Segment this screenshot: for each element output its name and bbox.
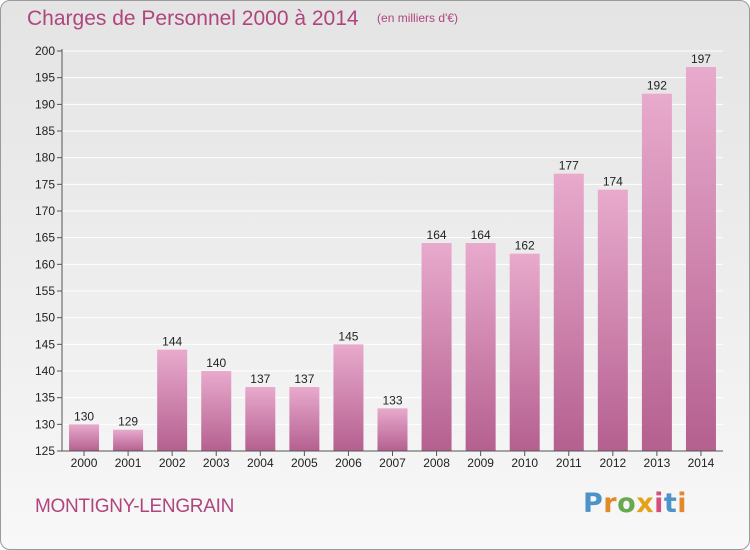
x-tick-label: 2011	[556, 456, 582, 470]
x-tick-label: 2012	[599, 456, 626, 470]
bar-value-label: 164	[427, 228, 447, 242]
bar	[201, 371, 232, 451]
x-tick-label: 2002	[159, 456, 186, 470]
x-tick-label: 2005	[291, 456, 318, 470]
logo-letter: r	[603, 488, 618, 519]
x-tick-label: 2009	[467, 456, 494, 470]
bar	[333, 344, 364, 451]
bar	[597, 189, 628, 451]
bar-value-label: 162	[515, 239, 535, 253]
bar-value-label: 137	[250, 372, 270, 386]
bar	[685, 67, 716, 451]
logo-letter: P	[583, 488, 604, 519]
y-tick-label: 165	[35, 231, 55, 245]
bar-value-label: 164	[471, 228, 491, 242]
y-tick-label: 155	[35, 284, 55, 298]
bar	[113, 429, 144, 451]
bar-value-label: 137	[294, 372, 314, 386]
y-tick-label: 185	[35, 124, 55, 138]
bar-value-label: 129	[118, 415, 138, 429]
bar-value-label: 140	[206, 356, 226, 370]
bar-value-label: 145	[338, 329, 358, 343]
bar-value-label: 130	[74, 409, 94, 423]
y-tick-label: 160	[35, 257, 55, 271]
y-tick-label: 150	[35, 311, 55, 325]
bar-value-label: 133	[382, 393, 402, 407]
y-tick-label: 140	[35, 364, 55, 378]
bar-value-label: 192	[647, 79, 667, 93]
y-tick-label: 180	[35, 151, 55, 165]
bar	[69, 424, 100, 451]
x-tick-label: 2001	[115, 456, 142, 470]
y-tick-label: 170	[35, 204, 55, 218]
logo-letter: i	[677, 488, 688, 519]
bar	[465, 243, 496, 451]
y-tick-label: 145	[35, 337, 55, 351]
logo-letter: i	[654, 488, 664, 519]
chart-title-block: Charges de Personnel 2000 à 2014 (en mil…	[27, 7, 458, 31]
chart-subtitle: (en milliers d'€)	[377, 11, 459, 25]
y-tick-label: 200	[35, 44, 55, 58]
bar	[421, 243, 452, 451]
y-tick-label: 135	[35, 391, 55, 405]
bar-value-label: 177	[559, 159, 579, 173]
bar	[641, 93, 672, 452]
x-tick-label: 2004	[247, 456, 274, 470]
bar	[157, 349, 188, 451]
bar-value-label: 174	[603, 175, 623, 189]
commune-name: MONTIGNY-LENGRAIN	[35, 496, 235, 517]
bar-value-label: 144	[162, 335, 182, 349]
bar-value-label: 197	[691, 52, 711, 66]
y-tick-label: 175	[35, 177, 55, 191]
x-tick-label: 2006	[335, 456, 362, 470]
x-tick-label: 2013	[644, 456, 671, 470]
x-tick-label: 2008	[423, 456, 450, 470]
bar	[509, 253, 540, 451]
bar	[553, 173, 584, 451]
y-tick-label: 125	[35, 444, 55, 458]
bar	[377, 408, 408, 451]
x-tick-label: 2014	[688, 456, 715, 470]
y-tick-label: 130	[35, 417, 55, 431]
chart-title: Charges de Personnel 2000 à 2014	[27, 7, 359, 30]
y-tick-label: 190	[35, 97, 55, 111]
proxiti-logo: Proxiti	[583, 488, 687, 519]
logo-letter: t	[663, 488, 678, 519]
logo-letter: o	[617, 488, 637, 519]
bar	[245, 387, 276, 451]
bar	[289, 387, 320, 451]
x-tick-label: 2007	[379, 456, 406, 470]
x-tick-label: 2003	[203, 456, 230, 470]
logo-letter: x	[636, 488, 655, 519]
y-tick-label: 195	[35, 71, 55, 85]
x-tick-label: 2010	[511, 456, 538, 470]
x-tick-label: 2000	[71, 456, 98, 470]
